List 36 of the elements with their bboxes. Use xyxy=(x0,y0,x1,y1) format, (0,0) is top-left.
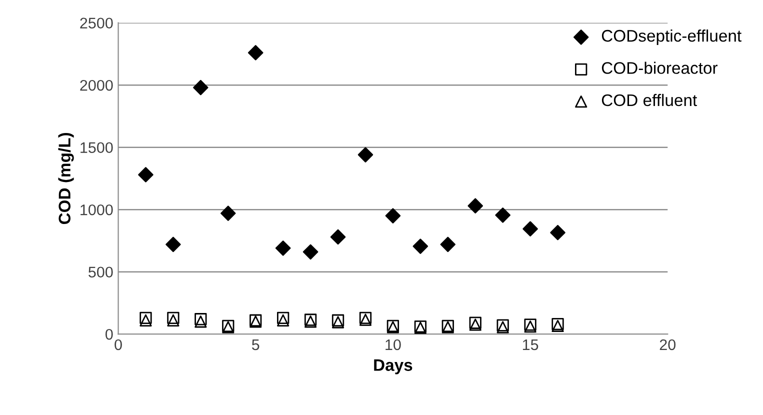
point xyxy=(194,316,207,328)
x-tick-label: 10 xyxy=(386,339,401,350)
point xyxy=(275,240,291,256)
x-tick-label: 0 xyxy=(114,339,122,350)
point xyxy=(550,224,566,240)
point xyxy=(193,80,208,96)
point xyxy=(412,238,428,254)
legend-label: COD effluent xyxy=(602,94,698,106)
point xyxy=(140,314,152,326)
point xyxy=(385,208,401,224)
point xyxy=(167,314,180,326)
legend-label: COD-bioreactor xyxy=(602,62,718,74)
point xyxy=(440,236,456,252)
y-tick-label: 1000 xyxy=(80,204,113,216)
y-tick-label: 0 xyxy=(106,328,113,340)
x-axis-title: Days xyxy=(374,359,412,374)
point xyxy=(468,198,483,214)
point xyxy=(138,167,154,182)
y-tick-label: 2000 xyxy=(80,80,113,91)
point xyxy=(358,147,374,162)
point xyxy=(220,206,236,221)
x-tick-label: 5 xyxy=(252,339,260,350)
point xyxy=(248,45,264,60)
y-axis-title: COD (mg/L) xyxy=(58,132,74,224)
point xyxy=(522,221,538,237)
point xyxy=(495,208,510,223)
x-tick-label: 20 xyxy=(660,339,676,350)
y-tick-label: 500 xyxy=(88,266,113,278)
point xyxy=(302,244,318,260)
point xyxy=(277,314,290,326)
y-tick-label: 1500 xyxy=(80,142,113,154)
legend-label: CODseptic-effluent xyxy=(602,29,742,46)
x-tick-label: 15 xyxy=(522,339,538,350)
point xyxy=(330,229,346,245)
y-tick-label: 2500 xyxy=(80,18,113,29)
point xyxy=(166,236,181,252)
